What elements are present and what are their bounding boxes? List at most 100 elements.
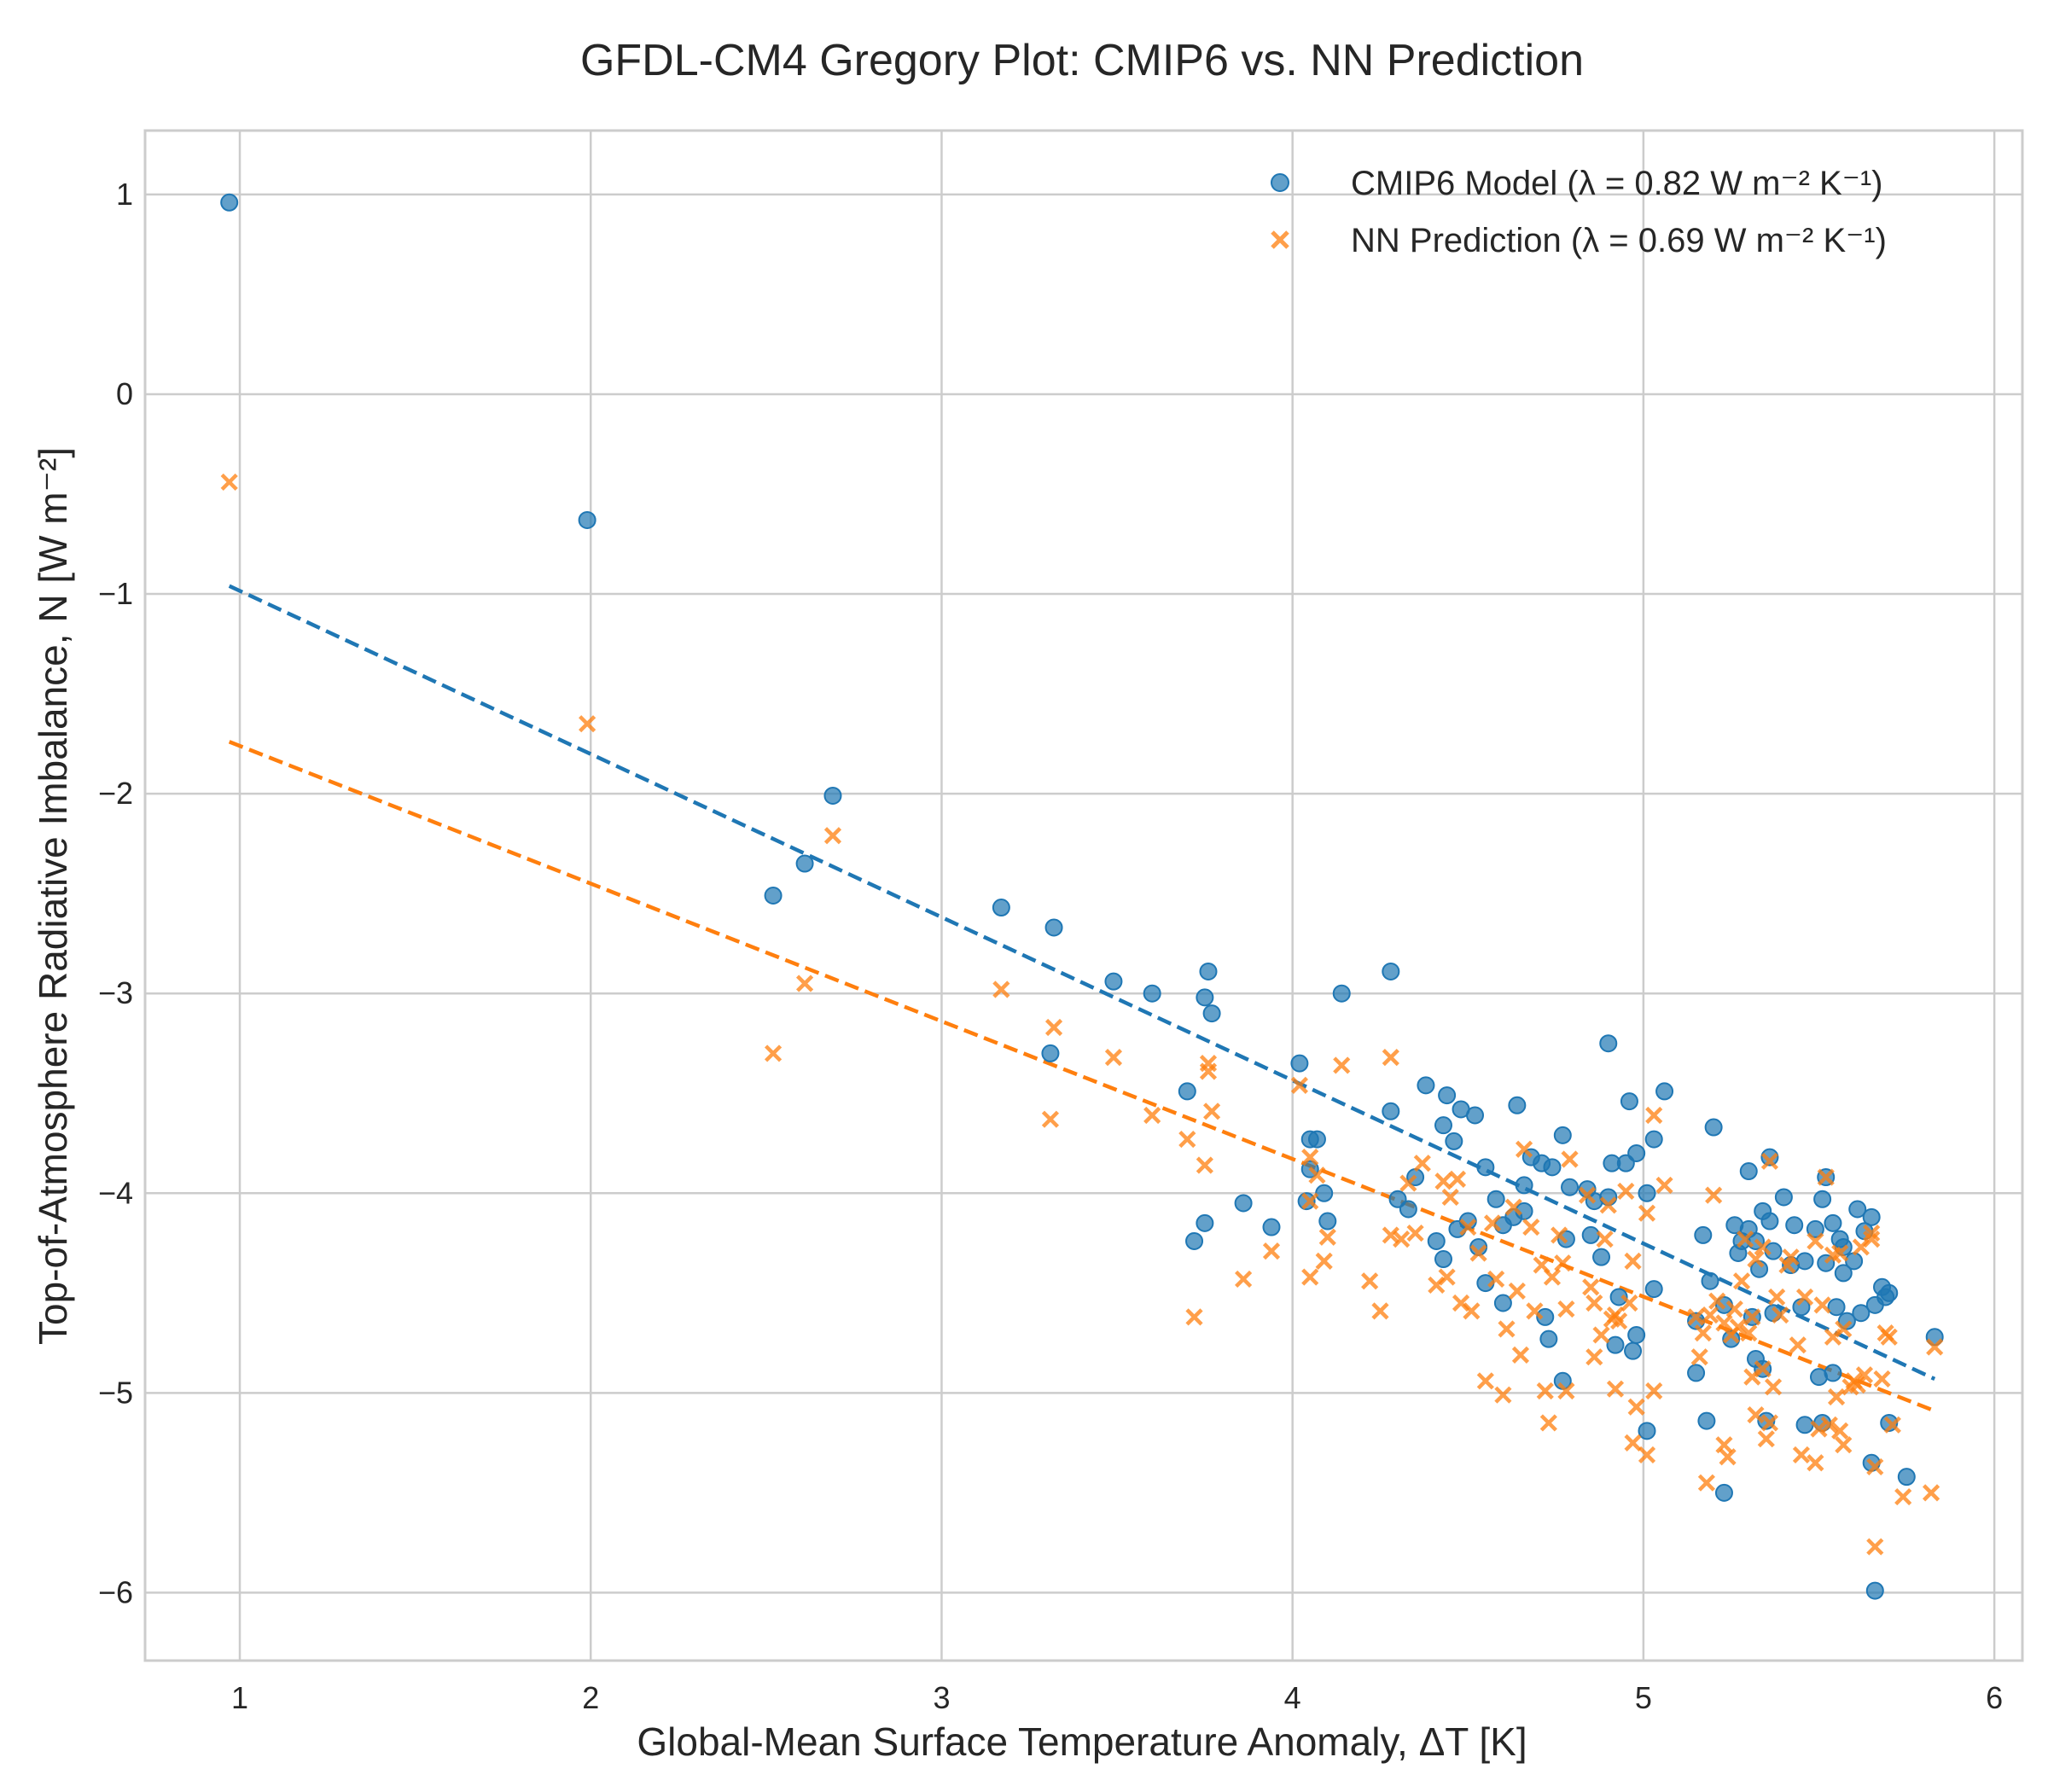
cmip6-point	[1104, 972, 1123, 991]
cmip6-point	[1834, 1264, 1853, 1283]
nn-prediction-point	[1526, 1302, 1544, 1320]
cmip6-point	[1539, 1329, 1558, 1348]
nn-prediction-point	[1308, 1167, 1326, 1184]
cmip6-point	[1196, 988, 1214, 1007]
nn-prediction-point	[1610, 1312, 1628, 1330]
cmip6-point	[1466, 1106, 1485, 1125]
nn-prediction-point	[1382, 1049, 1399, 1067]
data-points	[220, 193, 1944, 1600]
nn-prediction-point	[1848, 1376, 1866, 1394]
nn-prediction-point	[1539, 1414, 1557, 1432]
legend-entry-nn: NN Prediction (λ = 0.69 W m⁻² K⁻¹)	[1271, 222, 1887, 259]
nn-prediction-point	[1922, 1484, 1940, 1502]
nn-prediction-point	[1624, 1434, 1642, 1452]
nn-prediction-point	[1459, 1218, 1477, 1236]
cmip6-point	[764, 887, 783, 905]
legend-marker-nn	[1271, 230, 1289, 249]
cmip6-point	[1592, 1248, 1611, 1266]
nn-prediction-point	[1772, 1306, 1789, 1324]
cmip6-point	[1704, 1118, 1723, 1137]
cmip6-point	[1143, 984, 1161, 1003]
nn-prediction-point	[1863, 1224, 1881, 1242]
nn-prediction-point	[1522, 1218, 1540, 1236]
x-tick-label: 3	[933, 1680, 950, 1715]
nn-prediction-point	[1582, 1278, 1600, 1296]
cmip6-point	[1262, 1218, 1281, 1236]
cmip6-point	[1476, 1158, 1495, 1177]
cmip6-point	[1624, 1341, 1643, 1360]
nn-prediction-point	[1318, 1228, 1336, 1246]
nn-prediction-point	[1561, 1150, 1579, 1168]
cmip6-point	[1315, 1184, 1334, 1202]
nn-prediction-point	[1557, 1300, 1575, 1318]
cmip6-point	[1694, 1225, 1713, 1244]
cmip6-point	[1487, 1190, 1505, 1208]
nn-prediction-point	[1592, 1326, 1610, 1344]
nn-prediction-point	[1361, 1272, 1379, 1290]
nn-prediction-point	[1687, 1308, 1705, 1326]
nn-prediction-point	[1494, 1386, 1512, 1404]
nn-prediction-point	[1690, 1348, 1708, 1366]
cmip6-point	[1427, 1231, 1446, 1250]
x-tick-label: 5	[1635, 1680, 1652, 1715]
nn-prediction-point	[1290, 1076, 1308, 1094]
nn-prediction-point	[1041, 1110, 1060, 1128]
nn-prediction-point	[1393, 1231, 1411, 1248]
nn-prediction-point	[1768, 1288, 1786, 1306]
cmip6-point	[1178, 1082, 1196, 1101]
plot-frame	[143, 129, 2024, 1662]
nn-prediction-point	[1855, 1366, 1874, 1384]
nn-prediction-point	[1624, 1252, 1642, 1270]
nn-prediction-point	[1044, 1018, 1063, 1037]
cmip6-point	[1290, 1054, 1309, 1073]
nn-prediction-point	[1333, 1056, 1351, 1074]
y-tick-label: −2	[98, 776, 133, 811]
nn-prediction-point	[579, 715, 596, 733]
cmip6-point	[1332, 984, 1351, 1003]
nn-prediction-point	[1747, 1250, 1765, 1268]
cmip6-point	[1508, 1096, 1527, 1114]
nn-prediction-point	[1754, 1238, 1772, 1256]
nn-prediction-point	[1694, 1324, 1712, 1342]
nn-prediction-point	[1557, 1382, 1575, 1400]
nn-prediction-point	[1817, 1168, 1835, 1186]
y-tick-label: −1	[98, 576, 133, 611]
nn-prediction-point	[1515, 1140, 1533, 1158]
cmip6-point	[1581, 1225, 1600, 1244]
nn-prediction-point	[1617, 1182, 1635, 1201]
y-tick-label: −3	[98, 975, 133, 1010]
nn-prediction-point	[1596, 1231, 1614, 1248]
x-tick-label: 6	[1986, 1680, 2003, 1715]
nn-prediction-point	[1831, 1422, 1849, 1440]
nn-prediction-point	[1469, 1244, 1487, 1262]
nn-prediction-point	[1262, 1242, 1281, 1260]
nn-prediction-point	[1820, 1416, 1838, 1434]
cmip6-point	[1845, 1252, 1864, 1271]
fit-lines	[228, 584, 1936, 1413]
cmip6-point	[1760, 1212, 1779, 1231]
cmip6-point	[1795, 1252, 1814, 1271]
cmip6-point	[1556, 1230, 1575, 1248]
cmip6-point	[1202, 1004, 1221, 1023]
y-tick-label: 1	[116, 177, 133, 212]
nn-prediction-point	[1645, 1382, 1663, 1400]
nn-prediction-point	[1715, 1436, 1733, 1454]
cmip6-point	[1199, 962, 1218, 980]
cmip6-point	[1382, 962, 1400, 980]
cmip6-point	[1307, 1130, 1326, 1149]
nn-prediction-point	[1827, 1388, 1846, 1406]
y-axis-label: Top-of-Atmosphere Radiative Imbalance, N…	[31, 447, 75, 1345]
nn-prediction-point	[1487, 1270, 1505, 1289]
nn-prediction-point	[1655, 1176, 1673, 1195]
cmip6-point	[1185, 1231, 1204, 1250]
nn-prediction-point	[1543, 1268, 1562, 1286]
cmip6-point	[1543, 1158, 1562, 1177]
cmip6-point	[1837, 1312, 1856, 1330]
nn-prediction-point	[764, 1044, 783, 1062]
cmip6-point	[1417, 1076, 1435, 1095]
nn-prediction-point	[1185, 1308, 1203, 1326]
nn-prediction-point	[1715, 1314, 1733, 1332]
cmip6-point	[1627, 1143, 1646, 1162]
nn-prediction-point	[1498, 1320, 1516, 1338]
